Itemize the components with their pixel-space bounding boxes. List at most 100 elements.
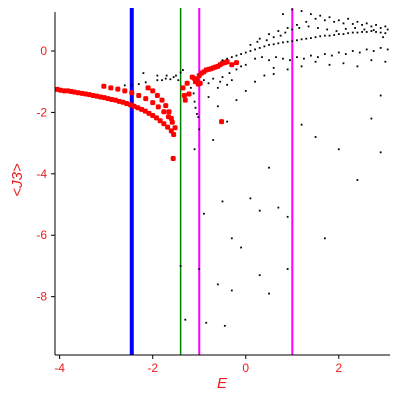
data-point xyxy=(268,33,270,36)
data-point xyxy=(161,79,163,82)
data-point xyxy=(291,8,294,11)
data-point xyxy=(296,56,298,59)
data-point xyxy=(265,39,268,42)
data-point xyxy=(303,57,305,60)
data-point xyxy=(180,85,186,91)
data-point xyxy=(370,59,373,62)
data-point xyxy=(205,321,208,324)
data-point xyxy=(153,115,159,121)
data-point xyxy=(166,109,172,115)
data-point xyxy=(163,103,169,109)
data-point xyxy=(258,37,261,40)
x-tick-label: -2 xyxy=(147,361,158,375)
data-point xyxy=(272,36,275,39)
data-point xyxy=(344,27,347,30)
data-point xyxy=(156,74,159,77)
data-point xyxy=(216,105,219,108)
data-point xyxy=(207,82,210,85)
data-point xyxy=(240,246,243,249)
data-point xyxy=(354,27,357,29)
data-point xyxy=(314,36,317,39)
data-point xyxy=(272,66,275,69)
data-point xyxy=(136,93,142,99)
data-point xyxy=(142,72,145,75)
data-point xyxy=(258,274,261,277)
data-point xyxy=(314,60,317,63)
data-point xyxy=(186,91,192,97)
data-point xyxy=(130,84,133,87)
data-point xyxy=(254,80,256,83)
data-points xyxy=(54,8,389,327)
data-point xyxy=(170,155,176,161)
data-point xyxy=(282,13,284,16)
data-point xyxy=(221,76,224,78)
data-point xyxy=(230,79,233,82)
data-point xyxy=(375,31,377,33)
data-point xyxy=(314,17,317,20)
data-point xyxy=(240,65,243,68)
data-point xyxy=(372,29,375,32)
y-tick-label: 0 xyxy=(40,44,47,58)
data-point xyxy=(258,209,261,212)
data-point xyxy=(115,86,121,92)
data-point xyxy=(244,63,247,66)
data-point xyxy=(145,85,151,91)
data-point xyxy=(277,206,280,209)
data-point xyxy=(361,23,363,26)
data-point xyxy=(347,32,350,35)
axes xyxy=(54,12,390,356)
data-point xyxy=(221,200,224,203)
data-point xyxy=(254,48,256,51)
data-point xyxy=(323,53,326,55)
data-point xyxy=(164,77,167,80)
data-point xyxy=(229,62,235,68)
data-point xyxy=(235,99,238,102)
data-point xyxy=(172,125,178,131)
x-tick-label: 0 xyxy=(242,361,249,375)
y-tick-label: -6 xyxy=(36,228,47,242)
data-point xyxy=(277,30,280,32)
data-point xyxy=(370,30,373,32)
x-tick-label: 2 xyxy=(335,361,342,375)
data-point xyxy=(300,123,303,126)
data-point xyxy=(286,40,289,43)
data-point xyxy=(192,92,195,95)
data-point xyxy=(219,119,225,125)
data-point xyxy=(307,25,310,28)
data-point xyxy=(169,78,172,81)
data-point xyxy=(384,25,387,28)
data-point xyxy=(193,100,196,103)
y-tick-label: -2 xyxy=(36,105,47,119)
data-point xyxy=(161,109,167,115)
data-point xyxy=(347,17,350,20)
data-point xyxy=(129,90,135,96)
data-point xyxy=(337,51,340,54)
data-point xyxy=(358,51,361,54)
data-point xyxy=(305,20,308,23)
data-point xyxy=(198,128,201,131)
data-point xyxy=(154,93,160,99)
data-point xyxy=(379,31,382,34)
data-point xyxy=(122,88,128,94)
data-point xyxy=(291,40,294,43)
data-point xyxy=(344,53,347,55)
data-point xyxy=(300,38,303,41)
data-point xyxy=(179,265,182,267)
data-point xyxy=(379,27,382,29)
data-point xyxy=(198,268,201,270)
data-point xyxy=(300,65,303,68)
data-point xyxy=(224,59,230,65)
data-point xyxy=(144,81,147,84)
data-point xyxy=(335,30,338,32)
data-point xyxy=(342,33,345,36)
data-point xyxy=(216,86,219,89)
data-point xyxy=(365,48,368,51)
data-point xyxy=(282,41,284,44)
data-point xyxy=(233,60,239,66)
data-point xyxy=(249,43,252,46)
data-point xyxy=(289,59,291,62)
data-point xyxy=(351,23,354,25)
data-point xyxy=(221,59,224,62)
data-point xyxy=(328,63,331,66)
